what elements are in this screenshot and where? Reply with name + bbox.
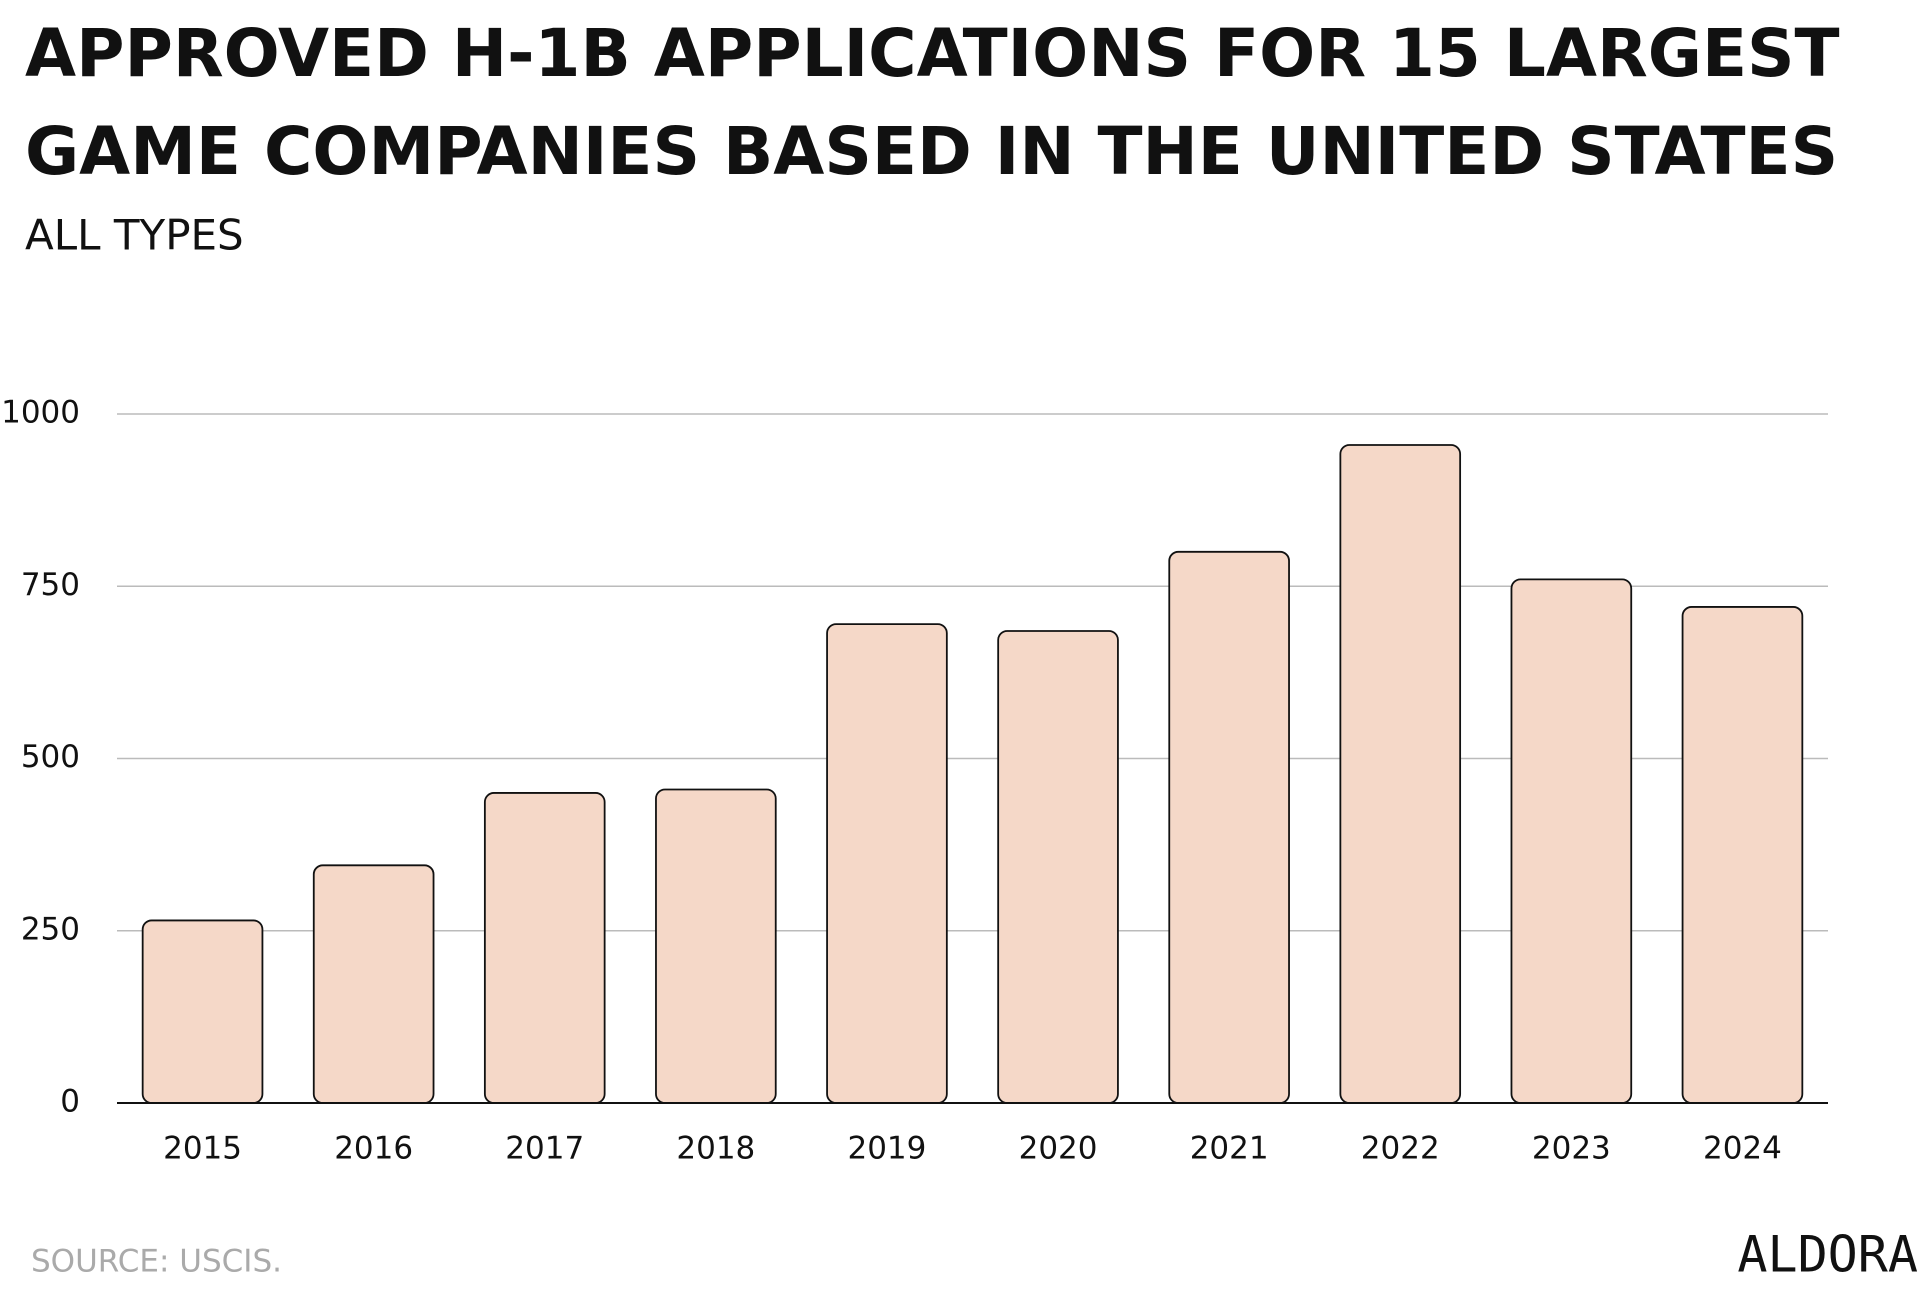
- y-tick-label: 250: [21, 911, 80, 947]
- bar: [1168, 550, 1290, 1104]
- bar: [312, 864, 435, 1104]
- x-tick-label: 2024: [1703, 1131, 1782, 1167]
- bar: [655, 788, 777, 1104]
- x-tick-label: 2022: [1361, 1131, 1440, 1167]
- chart-title: GAME COMPANIES BASED IN THE UNITED STATE…: [25, 113, 1838, 190]
- x-tick-label: 2015: [163, 1131, 242, 1167]
- x-tick-label: 2021: [1190, 1131, 1269, 1167]
- x-tick-label: 2016: [334, 1131, 413, 1167]
- y-tick-label: 1000: [1, 395, 80, 431]
- x-tick-label: 2020: [1019, 1131, 1098, 1167]
- bar: [483, 792, 606, 1104]
- bar: [1339, 444, 1462, 1104]
- x-tick-label: 2023: [1532, 1131, 1611, 1167]
- logo: ALDORA: [1737, 1226, 1918, 1284]
- y-tick-label: 750: [21, 567, 80, 603]
- chart-title: APPROVED H-1B APPLICATIONS FOR 15 LARGES…: [25, 15, 1840, 92]
- y-tick-label: 0: [60, 1084, 80, 1120]
- bar: [1681, 606, 1804, 1104]
- source-note: SOURCE: USCIS.: [31, 1244, 282, 1280]
- bar: [997, 630, 1119, 1104]
- y-tick-label: 500: [21, 739, 80, 775]
- x-tick-label: 2017: [505, 1131, 584, 1167]
- bar: [141, 919, 264, 1104]
- bar: [1510, 578, 1633, 1104]
- bar: [826, 623, 948, 1104]
- x-tick-label: 2019: [847, 1131, 926, 1167]
- x-tick-label: 2018: [676, 1131, 755, 1167]
- chart-subtitle: ALL TYPES: [25, 211, 244, 260]
